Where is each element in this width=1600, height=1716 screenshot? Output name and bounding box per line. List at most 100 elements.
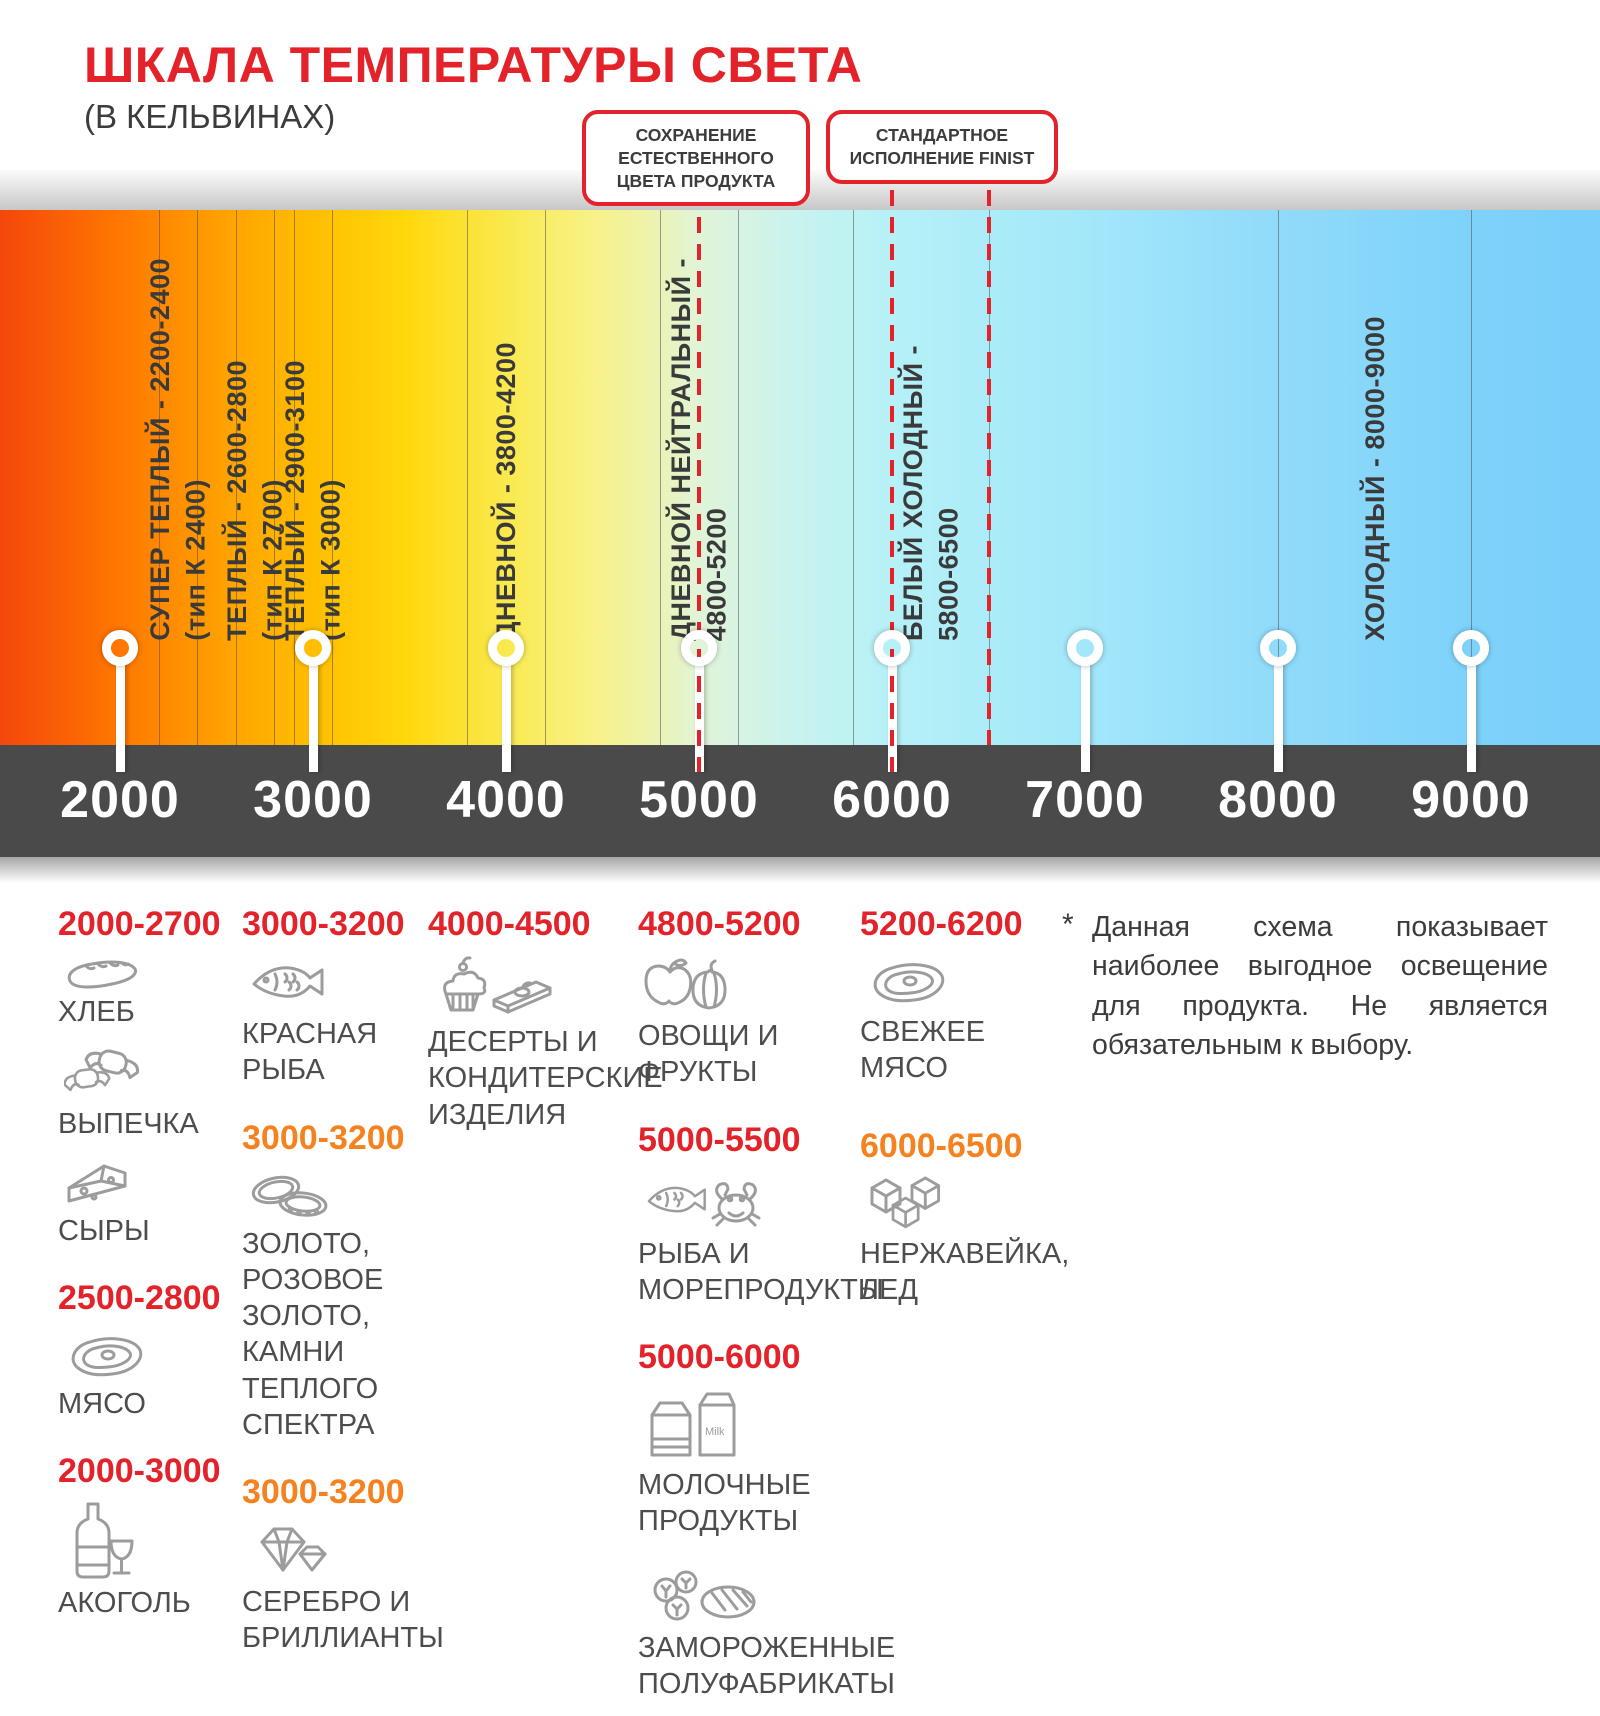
scale-boundary-line [235, 210, 237, 745]
range-heading: 6000-6500 [860, 1126, 1023, 1165]
category-label: СВЕЖЕЕ МЯСО [860, 1016, 986, 1085]
scale-boundary-line [660, 210, 662, 745]
scale-boundary-line [158, 210, 160, 745]
category-label: ВЫПЕЧКА [58, 1108, 199, 1141]
range-heading: 2000-3000 [58, 1452, 221, 1490]
scale-boundary-line [467, 210, 469, 745]
temperature-gradient-bar: СУПЕР ТЕПЛЫЙ - 2200-2400 (тип К 2400) ТЕПЛ… [0, 210, 1600, 745]
footnote-text: Данная схема показывает наиболее выгодно… [1092, 911, 1548, 1061]
range-heading: 5200-6200 [860, 905, 1023, 943]
axis-tick-label: 5000 [639, 771, 759, 829]
scale-boundary-line [544, 210, 546, 745]
category-item: ОВОЩИ И ФРУКТЫ [638, 954, 950, 1091]
category-item: ЗАМОРОЖЕННЫЕ ПОЛУФАБРИКАТЫ [638, 1564, 950, 1703]
tick-marker-circle [1453, 630, 1489, 666]
bread-icon [67, 960, 137, 989]
category-item: СЫРЫ [58, 1157, 238, 1249]
tick-marker-circle [295, 630, 331, 666]
category-label: МОЛОЧНЫЕ ПРОДУКТЫ [638, 1469, 811, 1538]
scale-boundary-line [332, 210, 334, 745]
category-item: ВЫПЕЧКА [58, 1044, 238, 1142]
category-label: ЗАМОРОЖЕННЫЕ ПОЛУФАБРИКАТЫ [638, 1631, 896, 1700]
callout-standard-finist: СТАНДАРТНОЕ ИСПОЛНЕНИЕ FINIST [826, 110, 1058, 184]
axis-tick-label: 6000 [832, 771, 952, 829]
tick-marker-circle [874, 630, 910, 666]
tick-marker-circle [1067, 630, 1103, 666]
tick-marker-stem [1466, 664, 1476, 772]
tick-marker-circle [681, 630, 717, 666]
axis-tick-label: 2000 [60, 771, 180, 829]
category-item: СВЕЖЕЕ МЯСО [860, 954, 1074, 1087]
axis-tick-label: 9000 [1411, 771, 1531, 829]
zone-label-subline: (тип К 2400) [180, 479, 211, 641]
range-heading: 2500-2800 [58, 1278, 221, 1317]
range-heading: 4800-5200 [638, 905, 801, 943]
vegetables-fruits-icon [644, 958, 727, 1010]
desserts-icon [443, 956, 552, 1014]
milk-cartons-icon: Milk [650, 1392, 736, 1457]
category-label: ХЛЕБ [58, 996, 135, 1028]
zone-label-subline: (тип К 3000) [315, 479, 346, 641]
range-heading: 5000-6000 [638, 1338, 801, 1376]
range-heading: 5000-5500 [638, 1120, 801, 1159]
category-item: ХЛЕБ [58, 954, 238, 1030]
zone-label-line: БЕЛЫЙ ХОЛОДНЫЙ - [897, 345, 928, 641]
zone-label-line: ХОЛОДНЫЙ - 8000-9000 [1359, 316, 1390, 641]
tick-marker-stem [501, 664, 511, 772]
tick-marker-circle [488, 630, 524, 666]
category-label: ЗОЛОТО, РОЗОВОЕ ЗОЛОТО, КАМНИ ТЕПЛОГО СП… [242, 1227, 384, 1441]
highlight-dashed-line [697, 190, 701, 772]
category-item: КРАСНАЯ РЫБА [242, 954, 480, 1089]
tick-marker-stem [308, 664, 318, 772]
category-item: МЯСО [58, 1328, 238, 1422]
category-item: АКОГОЛЬ [58, 1501, 238, 1621]
footnote: * Данная схема показывает наиболее выгод… [1062, 908, 1548, 1065]
range-heading: 4000-4500 [428, 905, 591, 943]
axis-bar [0, 745, 1600, 857]
fresh-meat-icon [873, 963, 945, 1003]
category-item: Milk МОЛОЧНЫЕ ПРОДУКТЫ [638, 1387, 950, 1540]
category-item: ДЕСЕРТЫ И КОНДИТЕРСКИЕ ИЗДЕЛИЯ [428, 954, 663, 1133]
category-label: НЕРЖАВЕЙКА, ЛЕД [860, 1237, 1070, 1306]
fish-and-crab-icon [647, 1181, 761, 1226]
zone-label-line: СУПЕР ТЕПЛЫЙ - 2200-2400 [145, 258, 175, 641]
category-item: ЗОЛОТО, РОЗОВОЕ ЗОЛОТО, КАМНИ ТЕПЛОГО СП… [242, 1168, 480, 1444]
axis-tick-label: 7000 [1025, 771, 1145, 829]
range-heading: 3000-3200 [242, 1473, 405, 1511]
tick-marker-circle [102, 630, 138, 666]
highlight-dashed-line [890, 190, 894, 772]
category-label: РЫБА И МОРЕПРОДУКТЫ [638, 1237, 884, 1306]
category-item: СЕРЕБРО И БРИЛЛИАНТЫ [242, 1522, 480, 1657]
scale-boundary-line [853, 210, 855, 745]
zone-label-line: ТЕПЛЫЙ - 2900-3100 [280, 360, 311, 641]
category-label: МЯСО [58, 1387, 146, 1420]
croissant-icon [64, 1049, 140, 1092]
zone-label-line: ТЕПЛЫЙ - 2600-2800 [222, 360, 253, 641]
axis-tick-label: 4000 [446, 771, 566, 829]
range-heading: 2000-2700 [58, 905, 221, 943]
category-label: АКОГОЛЬ [58, 1587, 191, 1619]
tick-marker-stem [1080, 664, 1090, 772]
zone-label: СУПЕР ТЕПЛЫЙ - 2200-2400 (тип К 2400) [141, 258, 215, 641]
tick-marker-circle [1260, 630, 1296, 666]
infographic-light-temperature-scale: { "title": "ШКАЛА ТЕМПЕРАТУРЫ СВЕТА", "s… [0, 37, 1600, 1700]
category-label: ДЕСЕРТЫ И КОНДИТЕРСКИЕ ИЗДЕЛИЯ [428, 1026, 663, 1131]
category-column-3: 4000-4500 ДЕСЕРТЫ И КОНДИТЕРСКИЕ ИЗДЕЛИЯ [428, 905, 663, 1147]
category-label: СЕРЕБРО И БРИЛЛИАНТЫ [242, 1586, 444, 1655]
scale-boundary-line [1471, 210, 1472, 745]
zone-label-subline: 5800-6500 [933, 507, 964, 641]
alcohol-icon [75, 1502, 134, 1579]
category-column-5: 5200-6200 СВЕЖЕЕ МЯСО 6000-6500 НЕРЖАВЕЙ… [860, 905, 1074, 1322]
diamonds-icon [260, 1527, 327, 1572]
tick-marker-stem [115, 664, 125, 772]
zone-label-line: ДНЕВНОЙ НЕЙТРАЛЬНЫЙ - [666, 257, 697, 641]
category-column-2: 3000-3200 КРАСНАЯ РЫБА 3000-3200 ЗОЛОТО,… [242, 905, 480, 1671]
scale-boundary-line [737, 210, 739, 745]
tick-marker-stem [1273, 664, 1283, 772]
scale-boundary-line [197, 210, 199, 745]
meat-icon [71, 1336, 143, 1376]
page-title: ШКАЛА ТЕМПЕРАТУРЫ СВЕТА [84, 37, 863, 93]
highlight-dashed-line [986, 190, 991, 745]
frozen-foods-icon [653, 1570, 756, 1620]
bottom-shadow-band [0, 857, 1600, 883]
